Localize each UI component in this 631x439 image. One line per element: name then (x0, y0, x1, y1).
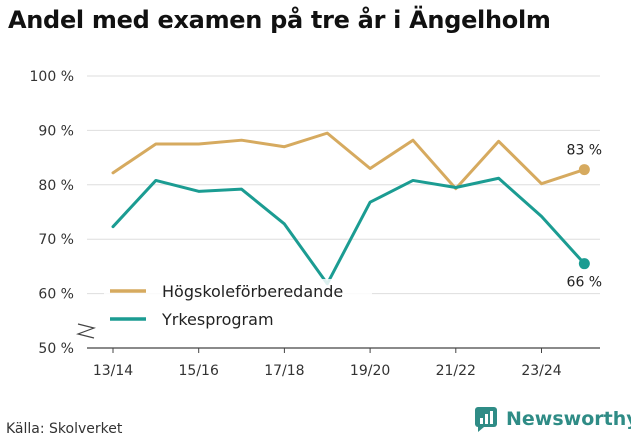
legend-label: Yrkesprogram (161, 310, 274, 329)
end-value-label: 66 % (567, 275, 603, 291)
newsworthy-icon (475, 407, 497, 432)
end-value-label: 83 % (567, 143, 603, 159)
brand-logo: Newsworthy (474, 406, 631, 432)
series-line (111, 176, 586, 286)
x-tick-label: 17/18 (264, 363, 304, 379)
x-tick-label: 23/24 (521, 363, 561, 379)
x-tick-label: 15/16 (179, 363, 219, 379)
y-tick-label: 60 % (38, 287, 74, 303)
brand-name: Newsworthy (506, 408, 631, 430)
y-tick-label: 100 % (30, 69, 74, 85)
series-line (111, 131, 586, 191)
y-tick-label: 50 % (38, 341, 74, 357)
x-axis: 13/14 15/16 17/18 19/20 21/22 23/24 (75, 323, 600, 379)
x-tick-label: 21/22 (436, 363, 476, 379)
series-lines: 83 % 66 % (111, 131, 603, 291)
legend-background (104, 279, 372, 331)
series-end-point (578, 164, 590, 176)
y-tick-label: 70 % (38, 232, 74, 248)
y-tick-label: 80 % (38, 178, 74, 194)
x-tick-label: 13/14 (93, 363, 133, 379)
y-tick-label: 90 % (38, 123, 74, 139)
source-note: Källa: Skolverket (6, 421, 123, 437)
x-tick-label: 19/20 (350, 363, 390, 379)
legend-label: Högskoleförberedande (162, 282, 343, 301)
y-axis-labels: 50 % 60 % 70 % 80 % 90 % 100 % (30, 69, 74, 357)
chart-title: Andel med examen på tre år i Ängelholm (8, 6, 551, 34)
axis-break-icon (75, 323, 97, 339)
grid-lines (87, 75, 600, 295)
series-end-point (578, 258, 590, 270)
legend: Högskoleförberedande Yrkesprogram (104, 279, 372, 331)
